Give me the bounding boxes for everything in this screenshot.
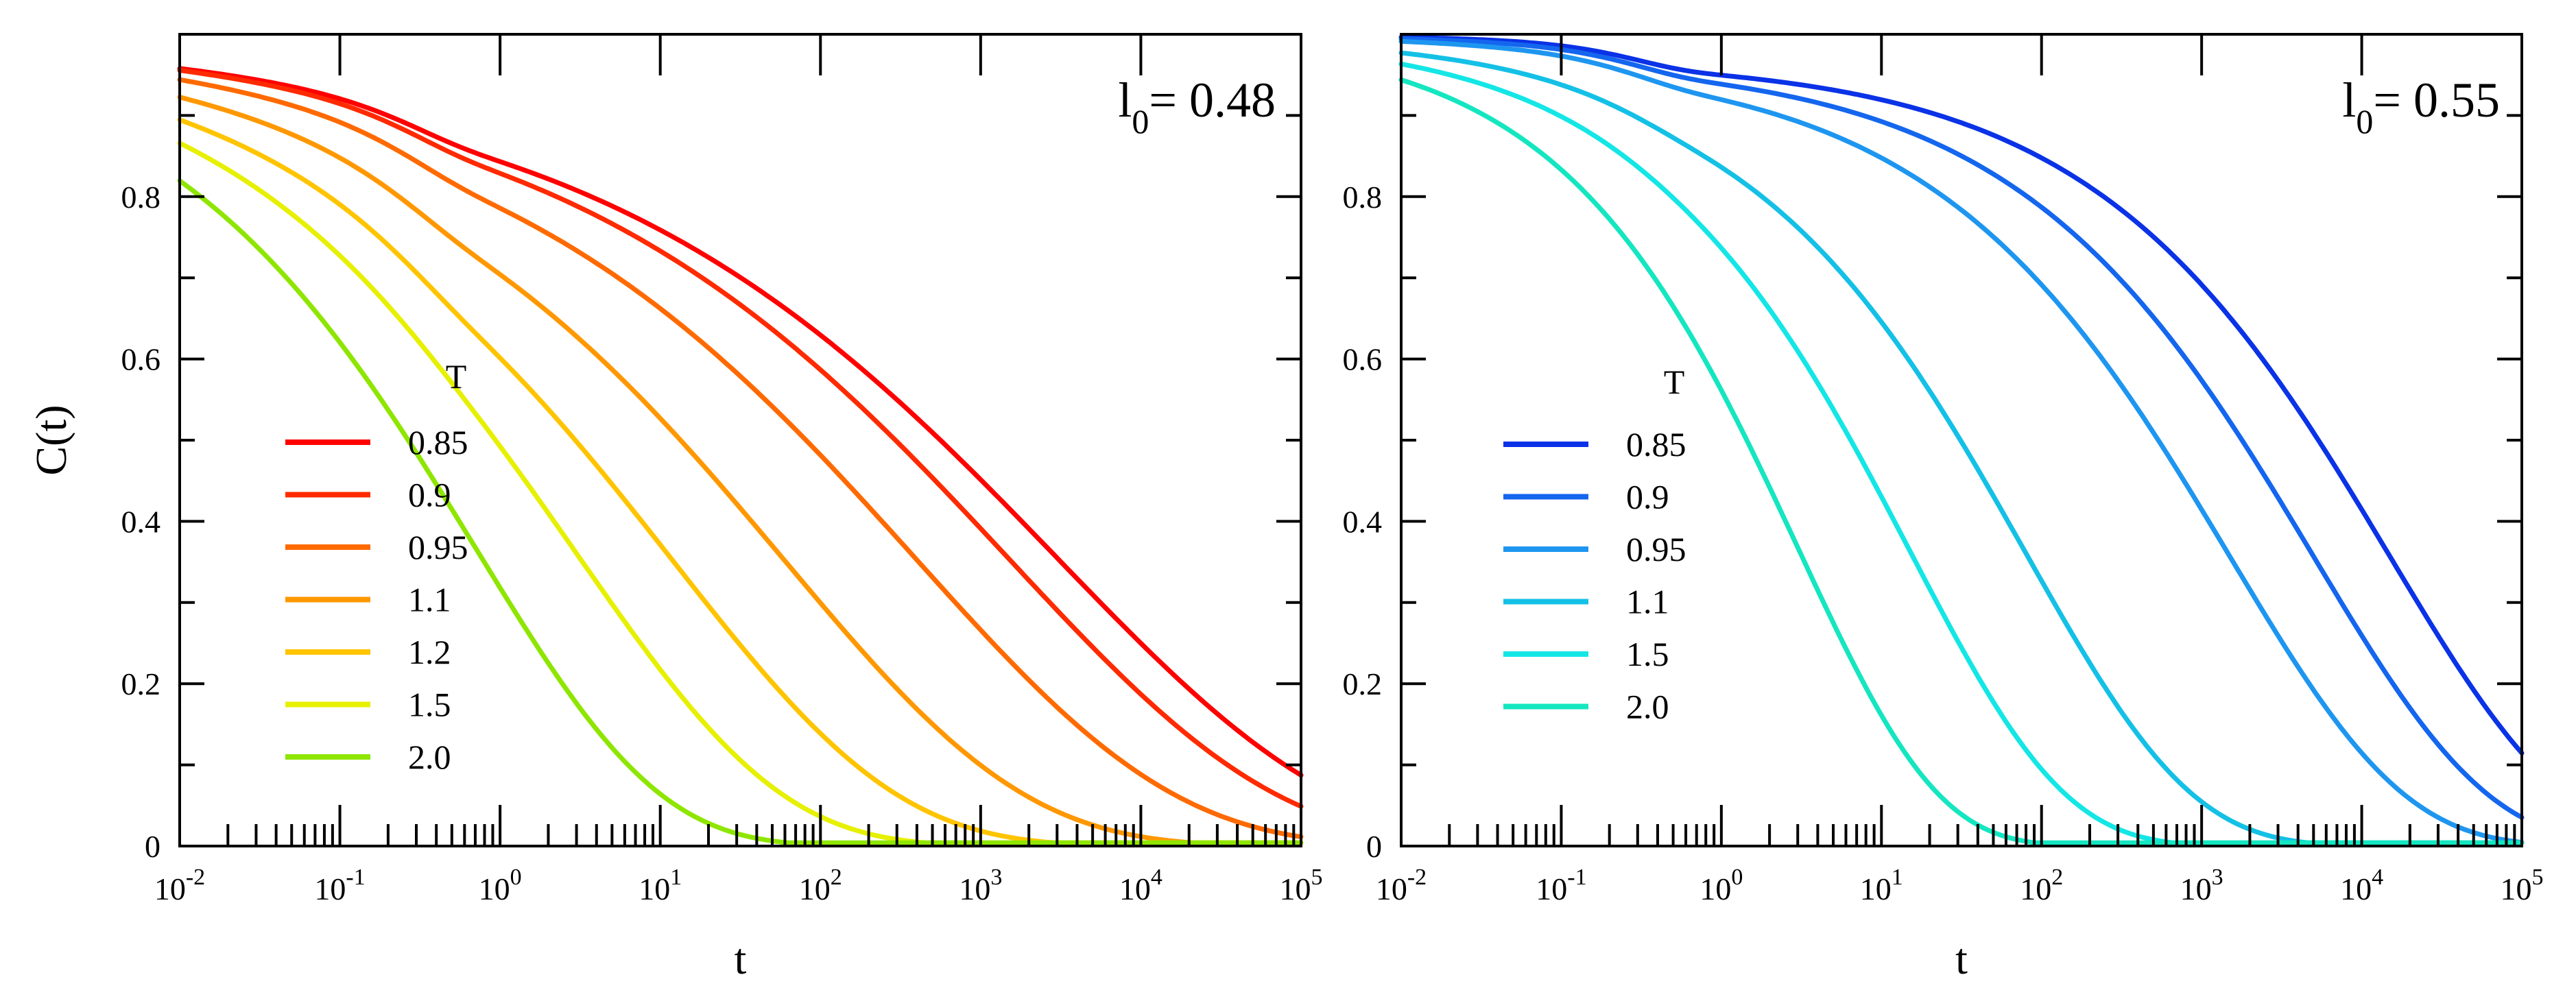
x-tick-label: 104 (1119, 865, 1162, 906)
x-tick-label: 10-2 (154, 865, 205, 906)
y-tick-label: 0 (1366, 829, 1382, 864)
y-tick-label: 0.4 (1343, 504, 1383, 539)
legend-label: 2.0 (408, 738, 451, 776)
y-tick-label: 0.2 (1343, 666, 1383, 701)
series-line-0.85 (177, 66, 1304, 778)
x-tick-label: 105 (1280, 865, 1323, 906)
legend-label: 1.5 (408, 686, 451, 724)
left-panel: 10-2 10-1 100 101 102 103 104 105 0 0.2 0.4 0.6 0.8 t… (27, 33, 1323, 983)
series-lines (177, 66, 1304, 845)
series-line-0.95 (1398, 38, 2525, 845)
y-tick-label: 0.4 (121, 504, 161, 539)
x-axis-title: t (1955, 934, 1968, 983)
x-tick-label: 105 (2501, 865, 2544, 906)
y-tick-label: 0.2 (121, 666, 161, 701)
legend-label: 0.85 (1626, 425, 1686, 463)
x-tick-label: 103 (959, 865, 1002, 906)
series-line-1.5 (1398, 61, 2525, 845)
x-tick-label: 102 (2020, 865, 2063, 906)
x-tick-label: 10-2 (1376, 865, 1427, 906)
series-lines (1398, 34, 2525, 845)
legend-label: 0.85 (408, 423, 468, 461)
x-tick-label: 104 (2340, 865, 2383, 906)
x-tick-label: 100 (479, 865, 522, 906)
series-line-0.95 (177, 77, 1304, 840)
legend-title: T (1664, 363, 1685, 401)
legend-title: T (446, 357, 467, 396)
x-tick-label: 103 (2180, 865, 2223, 906)
series-line-0.85 (1398, 34, 2525, 756)
series-line-0.9 (177, 68, 1304, 809)
x-tick-label: 102 (799, 865, 842, 906)
legend-label: 0.95 (408, 528, 468, 566)
x-tick-label: 101 (1860, 865, 1903, 906)
y-tick-label: 0.6 (1343, 342, 1383, 377)
legend-label: 0.9 (1626, 478, 1669, 516)
legend-label: 0.9 (408, 476, 451, 514)
legend-label: 1.5 (1626, 635, 1669, 673)
series-line-1.1 (1398, 50, 2525, 845)
x-tick-label: 101 (639, 865, 682, 906)
y-tick-label: 0 (145, 829, 160, 864)
y-axis-title: C(t) (27, 405, 75, 475)
series-line-1.2 (177, 117, 1304, 845)
legend: T 0.85 0.9 0.95 1.1 1.2 1.5 2.0 (285, 357, 468, 776)
y-tick-label: 0.6 (121, 342, 161, 377)
y-tick-label: 0.8 (1343, 180, 1383, 215)
l0-annotation: l0= 0.55 (2342, 73, 2500, 141)
x-tick-label: 100 (1700, 865, 1743, 906)
x-tick-label: 10-1 (1536, 865, 1586, 906)
x-tick-label: 10-1 (314, 865, 365, 906)
series-line-2.0 (1398, 77, 2525, 845)
legend: T 0.85 0.9 0.95 1.1 1.5 2.0 (1503, 363, 1686, 726)
series-line-0.9 (1398, 36, 2525, 820)
legend-label: 1.1 (1626, 583, 1669, 621)
legend-label: 1.2 (408, 633, 451, 671)
series-line-2.0 (177, 178, 1304, 845)
right-panel: 10-2 10-1 100 101 102 103 104 105 0 0.2 0.4 0.6 0.8 t… (1343, 33, 2544, 983)
x-axis-title: t (735, 934, 747, 983)
legend-label: 0.95 (1626, 530, 1686, 568)
l0-annotation: l0= 0.48 (1118, 73, 1276, 141)
series-line-1.1 (177, 95, 1304, 845)
legend-label: 1.1 (408, 581, 451, 619)
legend-label: 2.0 (1626, 688, 1669, 726)
y-tick-label: 0.8 (121, 180, 161, 215)
